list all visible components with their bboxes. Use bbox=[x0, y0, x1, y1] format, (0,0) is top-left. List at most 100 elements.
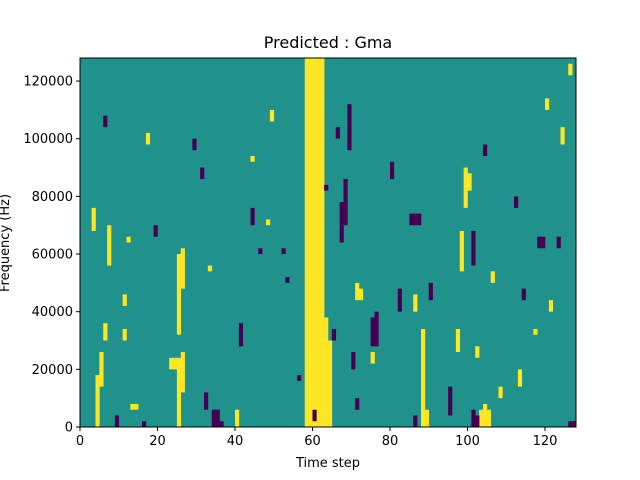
heatmap-cell-low bbox=[114, 415, 120, 427]
heatmap-cell-high bbox=[328, 340, 333, 427]
heatmap-cell-low bbox=[471, 409, 476, 427]
heatmap-cell-low bbox=[390, 161, 395, 180]
heatmap-cell-high bbox=[134, 403, 139, 410]
heatmap-cell-low bbox=[331, 328, 337, 341]
heatmap-cell-high bbox=[467, 173, 472, 191]
heatmap-cell-low bbox=[324, 184, 329, 191]
heatmap-cell-high bbox=[173, 357, 178, 370]
heatmap-cell-low bbox=[413, 415, 418, 427]
heatmap-cell-high bbox=[483, 403, 488, 427]
heatmap-cell-high bbox=[269, 109, 275, 122]
heatmap-cell-high bbox=[479, 409, 484, 427]
heatmap-cell-high bbox=[459, 230, 464, 272]
y-tick-label: 40000 bbox=[32, 305, 73, 320]
heatmap-cell-high bbox=[455, 328, 461, 353]
heatmap-cell-high bbox=[475, 346, 480, 358]
heatmap-cell-high bbox=[308, 58, 313, 427]
y-tick-label: 120000 bbox=[23, 75, 73, 90]
heatmap-cell-high bbox=[266, 219, 271, 226]
heatmap-cell-low bbox=[417, 213, 422, 226]
heatmap-cell-low bbox=[374, 311, 379, 347]
heatmap-cell-high bbox=[355, 282, 360, 301]
heatmap-cell-high bbox=[126, 236, 131, 243]
x-tick-label: 20 bbox=[149, 434, 166, 449]
heatmap-cell-low bbox=[258, 248, 263, 255]
heatmap-cell-high bbox=[312, 58, 317, 427]
plot-frame bbox=[79, 57, 577, 428]
heatmap-cell-high bbox=[413, 294, 418, 312]
heatmap-cell-high bbox=[324, 317, 329, 427]
heatmap-cell-high bbox=[533, 328, 538, 335]
heatmap-cell-low bbox=[219, 421, 224, 427]
heatmap-cell-low bbox=[409, 213, 414, 226]
heatmap-cell-low bbox=[215, 409, 220, 427]
heatmap-cell-low bbox=[285, 277, 290, 283]
heatmap-cell-low bbox=[475, 415, 480, 427]
heatmap-cell-low bbox=[204, 392, 209, 410]
heatmap-cell-high bbox=[122, 294, 127, 306]
heatmap-cell-high bbox=[235, 409, 240, 427]
heatmap-cell-high bbox=[486, 409, 492, 427]
x-tick-label: 0 bbox=[76, 434, 84, 449]
heatmap-cell-low bbox=[200, 167, 205, 180]
heatmap-cell-high bbox=[421, 328, 426, 427]
heatmap-cell-high bbox=[107, 225, 112, 266]
heatmap-cell-high bbox=[207, 265, 213, 272]
heatmap-cell-low bbox=[355, 398, 360, 410]
x-axis-label: Time step bbox=[295, 456, 360, 471]
heatmap-cell-low bbox=[211, 409, 216, 427]
heatmap-cell-low bbox=[572, 421, 577, 427]
x-tick-label: 60 bbox=[304, 434, 321, 449]
heatmap-cell-high bbox=[169, 357, 174, 370]
x-tick-label: 120 bbox=[533, 434, 558, 449]
heatmap-cell-low bbox=[541, 236, 546, 249]
heatmap-cell-low bbox=[397, 288, 402, 312]
heatmap-cell-low bbox=[339, 202, 344, 243]
heatmap-cell-low bbox=[556, 236, 561, 249]
heatmap-cell-high bbox=[545, 98, 550, 110]
x-tick-label: 40 bbox=[227, 434, 244, 449]
x-tick-label: 80 bbox=[382, 434, 399, 449]
heatmap-cell-low bbox=[351, 352, 356, 370]
heatmap-cell-low bbox=[413, 213, 418, 226]
heatmap-cell-low bbox=[370, 317, 375, 347]
heatmap-cell-low bbox=[281, 248, 286, 255]
heatmap-cell-high bbox=[370, 352, 375, 364]
heatmap-cell-low bbox=[192, 138, 197, 151]
heatmap-cell-high bbox=[568, 63, 573, 76]
heatmap-cell-low bbox=[428, 282, 433, 301]
heatmap-cell-high bbox=[180, 352, 185, 393]
heatmap-cell-low bbox=[471, 230, 476, 266]
heatmap-cell-high bbox=[176, 254, 182, 335]
heatmap-cell-low bbox=[483, 144, 488, 157]
heatmap-cell-low bbox=[514, 196, 519, 208]
heatmap-cell-high bbox=[103, 323, 108, 341]
heatmap-cell-high bbox=[91, 207, 96, 231]
heatmap-cell-low bbox=[347, 104, 352, 151]
y-tick-label: 100000 bbox=[23, 132, 73, 147]
heatmap-cell-high bbox=[180, 248, 185, 289]
heatmap-cell-high bbox=[316, 58, 321, 427]
heatmap-cell-high bbox=[304, 58, 309, 427]
heatmap-cell-high bbox=[95, 375, 100, 427]
x-tick-label: 100 bbox=[455, 434, 480, 449]
heatmap-cell-high bbox=[548, 300, 554, 312]
heatmap-cell-high bbox=[99, 352, 104, 387]
x-axis: 0 20 40 60 80 100 120 bbox=[76, 427, 558, 449]
heatmap-cell-high bbox=[130, 403, 135, 410]
heatmap-cell-low bbox=[153, 225, 158, 237]
heatmap-cell-low bbox=[335, 127, 340, 139]
heatmap-cell-high bbox=[517, 369, 523, 387]
plot-area bbox=[80, 58, 577, 427]
heatmap-cell-high bbox=[498, 386, 503, 399]
heatmap-cell-low bbox=[250, 207, 255, 226]
heatmap-cell-low bbox=[142, 421, 147, 427]
heatmap-cell-high bbox=[490, 271, 495, 283]
chart-title: Predicted : Gma bbox=[264, 33, 392, 52]
heatmap-cell-high bbox=[560, 127, 565, 145]
heatmap-cell-low bbox=[297, 375, 302, 381]
y-tick-label: 20000 bbox=[32, 363, 73, 378]
heatmap-cell-low bbox=[238, 323, 244, 347]
heatmap-cell-high bbox=[145, 132, 151, 145]
